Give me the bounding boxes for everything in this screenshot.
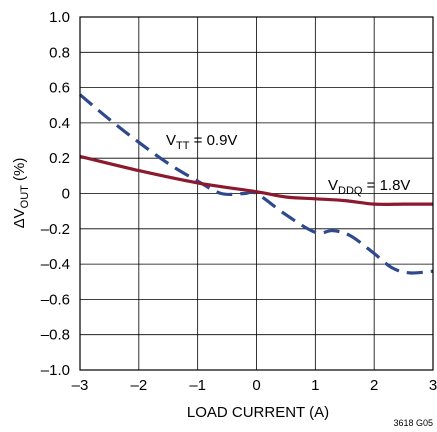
series-label-vddq-rest: = 1.8V — [362, 177, 410, 194]
y-tick-label: 0 — [62, 186, 70, 203]
x-tick-label: 0 — [252, 377, 260, 394]
y-tick-label: –1.0 — [41, 362, 70, 379]
y-tick-label: 0.6 — [49, 80, 70, 97]
y-axis-label-suffix: (%) — [11, 158, 28, 186]
series-label-vtt-rest: = 0.9V — [189, 132, 237, 149]
y-axis-label-prefix: ΔV — [11, 208, 28, 228]
x-tick-label: 3 — [429, 377, 437, 394]
y-tick-label: 1.0 — [49, 9, 70, 26]
series-label-vtt-main: V — [166, 132, 176, 149]
series-line-vddq — [79, 154, 433, 206]
x-tick-label: –3 — [72, 377, 89, 394]
grid-lines — [80, 17, 433, 370]
y-axis-label: ΔVOUT (%) — [11, 158, 31, 229]
y-tick-label: 0.4 — [49, 115, 70, 132]
series-label-vtt: VTT = 0.9V — [166, 132, 237, 152]
x-tick-label: 1 — [311, 377, 319, 394]
figure-id: 3618 G05 — [393, 418, 433, 428]
tick-labels: 1.0 0.8 0.6 0.4 0.2 0 –0.2 –0.4 –0.6 –0.8 –1.0–3 –2… — [41, 9, 437, 394]
series-line-vtt — [78, 93, 434, 275]
x-tick-label: –1 — [189, 377, 206, 394]
series-label-vtt-sub: TT — [176, 140, 190, 152]
x-axis-label: LOAD CURRENT (A) — [187, 404, 329, 421]
y-tick-label: –0.8 — [41, 327, 70, 344]
y-tick-label: –0.2 — [41, 221, 70, 238]
y-axis-label-sub: OUT — [19, 185, 31, 209]
series-label-vddq-main: V — [328, 177, 338, 194]
plot-frame — [79, 16, 434, 371]
x-tick-label: 2 — [370, 377, 378, 394]
y-tick-label: 0.2 — [49, 150, 70, 167]
series-layer — [78, 93, 434, 275]
x-tick-label: –2 — [130, 377, 147, 394]
y-tick-label: 0.8 — [49, 44, 70, 61]
y-tick-label: –0.4 — [41, 256, 70, 273]
series-label-vddq-sub: DDQ — [338, 185, 363, 197]
series-label-vddq: VDDQ = 1.8V — [328, 177, 410, 197]
y-tick-label: –0.6 — [41, 291, 70, 308]
